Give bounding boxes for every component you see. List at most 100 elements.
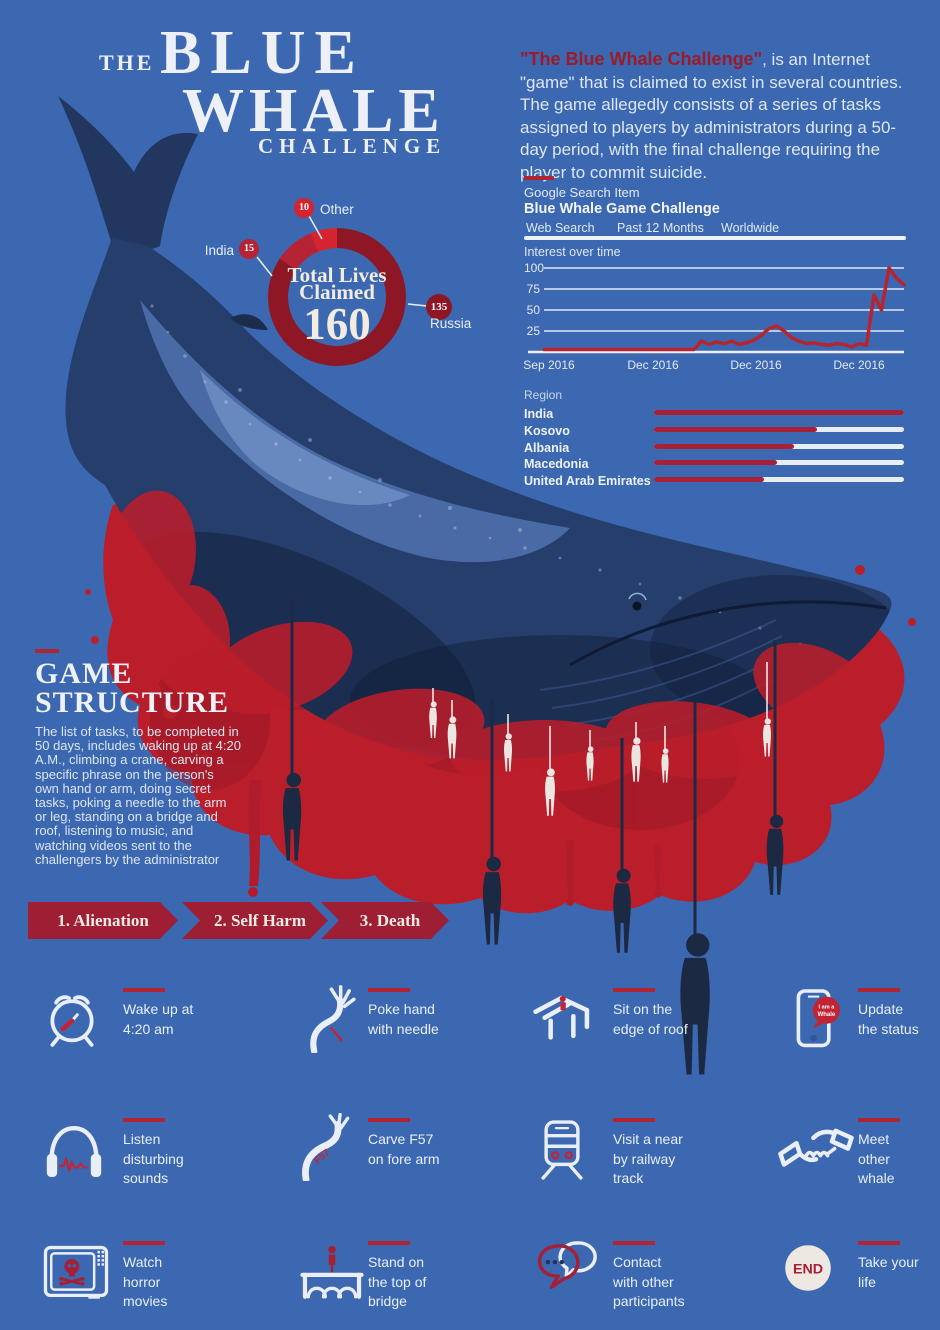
task-label: Carve F57 on fore arm [368, 1130, 440, 1169]
title-line-blue: BLUE [160, 19, 365, 87]
task-tick [368, 1118, 410, 1122]
title-line-challenge: CHALLENGE [258, 134, 447, 158]
task-icon-slot: I am a Whale [776, 983, 848, 1055]
task-label-line: Carve F57 [368, 1131, 434, 1147]
region-bar-row: United Arab Emirates [524, 472, 906, 489]
task-icon-slot [294, 983, 364, 1053]
region-bar-fill [654, 426, 817, 432]
task-label-line: participants [613, 1293, 685, 1309]
task-label-line: Wake up at [123, 1001, 194, 1017]
red-splash-overlay [104, 490, 877, 792]
donut-center-label: Total Lives Claimed 160 [258, 263, 416, 347]
task-text: Carve F57 on fore arm [368, 1118, 440, 1169]
task-tick [613, 1241, 655, 1245]
task-label-line: Take your [858, 1254, 919, 1270]
y-axis-tick-label: 25 [526, 324, 540, 338]
task-tick [368, 988, 410, 992]
whale-status-bubble: I am a Whale [812, 996, 840, 1029]
task-tick [613, 1118, 655, 1122]
task-tick [123, 1118, 165, 1122]
task-icon-slot [528, 983, 596, 1051]
task-label-line: Visit a near [613, 1131, 683, 1147]
filter-geo: Worldwide [721, 221, 780, 235]
task-label: Wake up at 4:20 am [123, 1000, 193, 1039]
intro-body: , is an Internet "game" that is claimed … [520, 50, 903, 182]
region-bar-list: India Kosovo Albania Macedonia United Ar… [524, 405, 906, 489]
x-axis-tick-label: Dec 2016 [627, 358, 679, 372]
task-tick [613, 988, 655, 992]
trends-eyebrow: Google Search Item [524, 185, 640, 200]
task-text: Visit a near by railway track [613, 1118, 683, 1189]
filter-time-range: Past 12 Months [617, 221, 704, 235]
donut-badge-other: 10 [294, 198, 314, 218]
stage-arrow-3: 3. Death [321, 902, 449, 939]
stage-arrow-2: 2. Self Harm [182, 902, 328, 939]
task-label-line: by railway [613, 1150, 676, 1167]
whale-tail [58, 96, 198, 252]
x-axis-tick-label: Sep 2016 [523, 358, 575, 372]
region-name: Macedonia [524, 457, 589, 472]
filter-web-search: Web Search [526, 221, 595, 235]
end-icon: END [785, 1245, 831, 1291]
task-text: Meet other whale [858, 1118, 900, 1189]
donut-badge-india: 15 [239, 239, 259, 259]
donut-label-russia: Russia [430, 316, 472, 331]
task-text: Stand on the top of bridge [368, 1241, 426, 1312]
task-text: Watch horror movies [123, 1241, 167, 1312]
task-icon-slot: END [776, 1236, 840, 1300]
region-name: Kosovo [524, 423, 570, 438]
task-label: Listen disturbing sounds [123, 1130, 184, 1189]
trends-title: Blue Whale Game Challenge [524, 201, 720, 217]
task-label-line: bridge [368, 1293, 407, 1309]
region-bar-track [654, 410, 904, 415]
task-text: Listen disturbing sounds [123, 1118, 184, 1189]
task-icon-slot [776, 1113, 856, 1177]
chat-bubbles-icon [537, 1241, 597, 1289]
task-tick [123, 1241, 165, 1245]
whale-mouth [569, 600, 887, 667]
stage-label: 3. Death [359, 910, 421, 930]
y-axis-tick-label: 75 [526, 282, 540, 296]
handshake-icon [778, 1128, 854, 1167]
task-label: Contact with other participants [613, 1253, 685, 1312]
task-label: Update the status [858, 1000, 919, 1039]
region-heading: Region [524, 388, 563, 402]
task-icon-slot [294, 1236, 370, 1312]
task-label-line: on fore arm [368, 1150, 440, 1167]
region-bar-track [654, 426, 904, 432]
whale-eye [632, 601, 642, 611]
task-label-line: Watch [123, 1254, 163, 1270]
task-label-line: with other [613, 1273, 674, 1290]
stage-label: 1. Alienation [57, 910, 149, 930]
region-bar-fill [654, 410, 904, 415]
task-label: Stand on the top of bridge [368, 1253, 426, 1312]
donut-label-india: India [204, 243, 234, 258]
title-line-whale: WHALE [182, 77, 445, 145]
game-structure-body: The list of tasks, to be completed in 50… [35, 724, 241, 867]
task-label-line: the top of [368, 1273, 427, 1290]
region-bar-row: Kosovo [524, 422, 906, 439]
task-label-line: with needle [368, 1020, 439, 1037]
donut-center-line1: Total Lives [287, 263, 387, 287]
task-text: Poke hand with needle [368, 988, 439, 1039]
section-tick [524, 176, 554, 180]
region-bar-track [654, 443, 904, 449]
hanging-figures [282, 600, 784, 1075]
donut-center-line2: Claimed [299, 280, 375, 304]
phone-status-icon: I am a Whale [796, 989, 840, 1048]
stage-label: 2. Self Harm [213, 910, 307, 930]
region-bar-row: India [524, 405, 906, 422]
task-label-line: track [613, 1170, 644, 1186]
task-tick [858, 1118, 900, 1122]
donut-label-other: Other [320, 202, 354, 217]
bridge-icon [300, 1245, 364, 1299]
bubble-line2: Whale [818, 1012, 836, 1018]
region-bar-fill [654, 460, 777, 466]
donut-badge-russia: 135 [426, 294, 452, 320]
region-name: India [524, 407, 554, 421]
trends-chart-label: Interest over time [524, 245, 621, 259]
task-label-line: other [858, 1150, 890, 1167]
region-panel: Region India Kosovo Albania Macedonia Un… [524, 388, 906, 489]
